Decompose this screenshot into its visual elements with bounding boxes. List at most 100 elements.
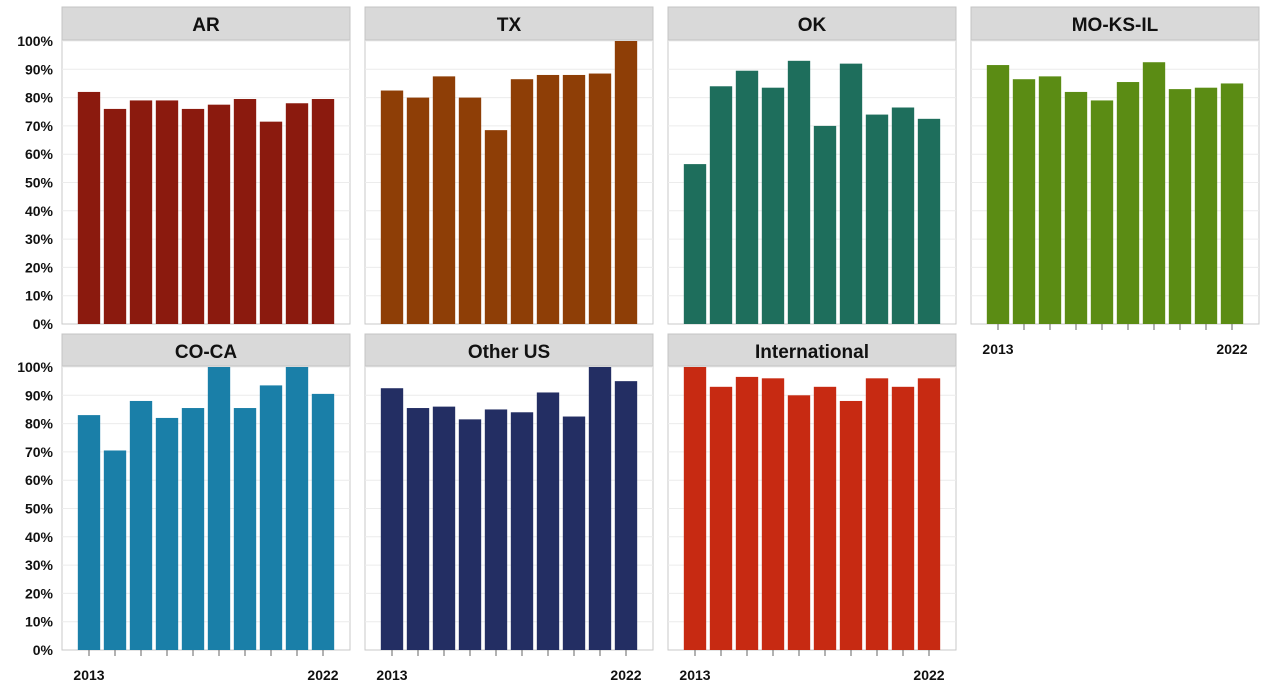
bar-international-2016: [762, 378, 784, 650]
bar-ar-2021: [286, 103, 308, 324]
bar-other-us-2021: [589, 367, 611, 650]
bar-international-2021: [892, 387, 914, 650]
bar-ar-2016: [156, 100, 178, 324]
y-tick-label: 20%: [25, 585, 54, 601]
bar-tx-2014: [407, 98, 429, 324]
bar-international-2013: [684, 367, 706, 650]
bar-tx-2019: [537, 75, 559, 324]
bar-other-us-2022: [615, 381, 637, 650]
y-tick-label: 100%: [17, 359, 53, 375]
bar-co-ca-2016: [156, 418, 178, 650]
bar-mo-ks-il-2021: [1195, 88, 1217, 324]
bar-international-2017: [788, 395, 810, 650]
y-tick-label: 70%: [25, 444, 54, 460]
x-label-first: 2013: [679, 667, 710, 683]
bar-international-2022: [918, 378, 940, 650]
y-tick-label: 0%: [33, 642, 54, 658]
bar-co-ca-2021: [286, 367, 308, 650]
bar-mo-ks-il-2019: [1143, 62, 1165, 324]
bar-ok-2018: [814, 126, 836, 324]
bar-tx-2018: [511, 79, 533, 324]
bar-co-ca-2014: [104, 450, 126, 650]
x-label-last: 2022: [913, 667, 944, 683]
panel-title: CO-CA: [175, 342, 238, 363]
bar-ok-2019: [840, 64, 862, 324]
y-tick-label: 60%: [25, 146, 54, 162]
bar-tx-2013: [381, 91, 403, 324]
bar-tx-2017: [485, 130, 507, 324]
y-tick-label: 10%: [25, 288, 54, 304]
bar-international-2014: [710, 387, 732, 650]
y-tick-label: 70%: [25, 118, 54, 134]
x-label-first: 2013: [376, 667, 407, 683]
bar-mo-ks-il-2018: [1117, 82, 1139, 324]
y-tick-label: 10%: [25, 614, 54, 630]
bar-other-us-2019: [537, 392, 559, 650]
y-tick-label: 80%: [25, 416, 54, 432]
bar-ar-2013: [78, 92, 100, 324]
y-tick-label: 90%: [25, 61, 54, 77]
bar-mo-ks-il-2015: [1039, 76, 1061, 324]
y-tick-label: 30%: [25, 231, 54, 247]
bar-ok-2013: [684, 164, 706, 324]
panel-title: MO-KS-IL: [1072, 15, 1159, 36]
bar-co-ca-2020: [260, 385, 282, 650]
panel-title: TX: [497, 15, 522, 36]
bar-ar-2017: [182, 109, 204, 324]
y-tick-label: 40%: [25, 529, 54, 545]
bar-ok-2016: [762, 88, 784, 324]
bar-tx-2022: [615, 41, 637, 324]
bar-other-us-2015: [433, 407, 455, 650]
bar-ok-2022: [918, 119, 940, 324]
bar-mo-ks-il-2013: [987, 65, 1009, 324]
y-tick-label: 0%: [33, 316, 54, 332]
bar-tx-2020: [563, 75, 585, 324]
y-tick-label: 80%: [25, 90, 54, 106]
bar-ok-2014: [710, 86, 732, 324]
bar-mo-ks-il-2014: [1013, 79, 1035, 324]
bar-mo-ks-il-2016: [1065, 92, 1087, 324]
bar-tx-2021: [589, 74, 611, 324]
bar-international-2019: [840, 401, 862, 650]
bar-ar-2014: [104, 109, 126, 324]
bar-mo-ks-il-2020: [1169, 89, 1191, 324]
y-tick-label: 30%: [25, 557, 54, 573]
bar-other-us-2017: [485, 409, 507, 650]
y-tick-label: 50%: [25, 175, 54, 191]
y-tick-label: 60%: [25, 472, 54, 488]
bar-co-ca-2018: [208, 367, 230, 650]
bar-tx-2016: [459, 98, 481, 324]
y-tick-label: 100%: [17, 33, 53, 49]
y-tick-label: 50%: [25, 501, 54, 517]
bar-international-2018: [814, 387, 836, 650]
bar-ar-2018: [208, 105, 230, 324]
bar-other-us-2018: [511, 412, 533, 650]
bar-co-ca-2022: [312, 394, 334, 650]
bar-mo-ks-il-2022: [1221, 83, 1243, 324]
bar-other-us-2020: [563, 417, 585, 650]
bar-co-ca-2013: [78, 415, 100, 650]
y-tick-label: 90%: [25, 387, 54, 403]
x-label-first: 2013: [73, 667, 104, 683]
panel-title: International: [755, 342, 869, 363]
bar-ar-2022: [312, 99, 334, 324]
bar-ok-2017: [788, 61, 810, 324]
x-label-first: 2013: [982, 341, 1013, 357]
bar-international-2020: [866, 378, 888, 650]
bar-other-us-2016: [459, 419, 481, 650]
panel-title: AR: [192, 15, 220, 36]
bar-ar-2015: [130, 100, 152, 324]
panel-title: Other US: [468, 342, 550, 363]
y-tick-label: 20%: [25, 259, 54, 275]
bar-ok-2020: [866, 115, 888, 324]
bar-ok-2021: [892, 108, 914, 324]
bar-ok-2015: [736, 71, 758, 324]
bar-other-us-2013: [381, 388, 403, 650]
bar-mo-ks-il-2017: [1091, 100, 1113, 324]
bar-ar-2019: [234, 99, 256, 324]
x-label-last: 2022: [1216, 341, 1247, 357]
bar-international-2015: [736, 377, 758, 650]
bar-tx-2015: [433, 76, 455, 324]
y-tick-label: 40%: [25, 203, 54, 219]
